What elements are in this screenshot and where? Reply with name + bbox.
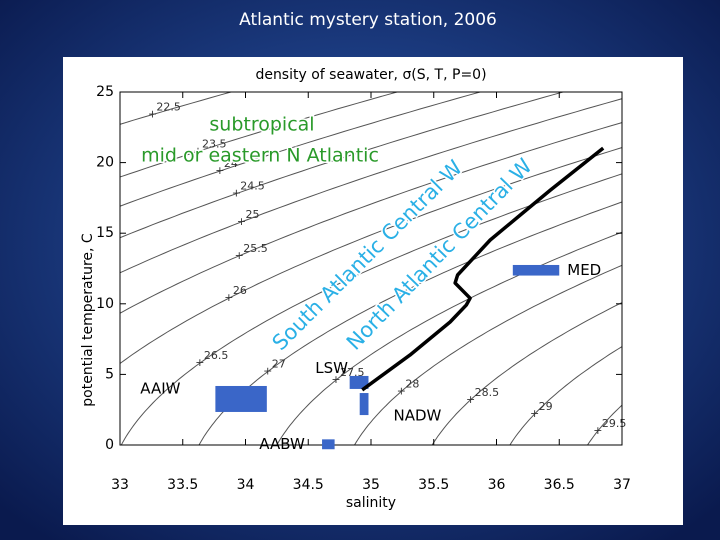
x-tick-label: 33 — [111, 477, 129, 493]
y-tick-label: 10 — [96, 296, 114, 312]
water-mass-box — [322, 439, 335, 450]
x-tick-label: 36.5 — [544, 477, 575, 493]
contour-marker: + — [195, 356, 204, 369]
contour-marker: + — [232, 187, 241, 200]
slide-title: Atlantic mystery station, 2006 — [239, 10, 497, 30]
contour-marker: + — [224, 291, 233, 304]
density-contour — [431, 302, 622, 445]
contour-label: 26.5 — [204, 349, 229, 362]
density-contour — [120, 92, 482, 207]
contour-marker: + — [466, 393, 475, 406]
y-tick-label: 5 — [105, 366, 114, 382]
density-contour — [120, 92, 399, 178]
density-contour — [353, 264, 622, 445]
y-tick-label: 0 — [105, 437, 114, 453]
y-axis-label: potential temperature, C — [80, 233, 96, 407]
contour-label: 25 — [245, 208, 259, 221]
plot-panel — [63, 57, 683, 525]
contour-label: 24.5 — [240, 180, 265, 193]
contour-label: 22.5 — [156, 101, 181, 114]
contour-marker: + — [148, 108, 157, 121]
contour-marker: + — [593, 424, 602, 437]
water-mass-label: MED — [567, 261, 601, 279]
x-tick-label: 35.5 — [418, 477, 449, 493]
station-profile — [361, 146, 605, 392]
density-contour — [120, 92, 565, 239]
y-tick-label: 25 — [96, 84, 114, 100]
density-contour — [509, 346, 622, 445]
contour-marker: + — [530, 407, 539, 420]
chart-title: density of seawater, σ(S, T, P=0) — [255, 67, 486, 83]
contour-marker: + — [237, 215, 246, 228]
water-mass-box — [349, 375, 369, 389]
density-contour — [120, 98, 622, 274]
contour-label: 27.5 — [340, 366, 365, 379]
water-mass-label: LSW — [315, 359, 348, 377]
annotation: mid or eastern N Atlantic — [141, 145, 379, 167]
contour-marker: + — [193, 144, 202, 157]
contour-marker: + — [235, 249, 244, 262]
annotation: subtropical — [209, 114, 314, 136]
y-tick-label: 20 — [96, 155, 114, 171]
contour-marker: + — [397, 384, 406, 397]
contour-marker: + — [215, 164, 224, 177]
contour-label: 27 — [272, 358, 286, 371]
x-tick-label: 37 — [613, 477, 631, 493]
contour-label: 26 — [233, 284, 247, 297]
x-tick-label: 35 — [362, 477, 380, 493]
water-mass-label: NADW — [393, 407, 441, 425]
contour-label: 29.5 — [602, 417, 627, 430]
x-tick-label: 34 — [237, 477, 255, 493]
density-contour — [120, 147, 622, 365]
contour-label: 24 — [224, 157, 238, 170]
water-mass-box — [359, 393, 369, 416]
x-tick-label: 33.5 — [167, 477, 198, 493]
water-mass-label: AABW — [259, 435, 305, 453]
x-tick-label: 36 — [488, 477, 506, 493]
contour-label: 29 — [539, 400, 553, 413]
y-tick-label: 15 — [96, 225, 114, 241]
contour-label: 23.5 — [202, 137, 227, 150]
x-tick-label: 34.5 — [293, 477, 324, 493]
density-contour — [120, 173, 622, 445]
contour-label: 28.5 — [475, 386, 500, 399]
contour-marker: + — [263, 365, 272, 378]
x-axis-label: salinity — [346, 495, 396, 511]
water-mass-box — [512, 264, 560, 276]
contour-marker: + — [331, 373, 340, 386]
water-mass-box — [215, 385, 267, 412]
contour-label: 25.5 — [243, 242, 268, 255]
contour-label: 28 — [405, 377, 419, 390]
density-contour — [120, 122, 622, 314]
water-mass-label: AAIW — [140, 379, 180, 397]
